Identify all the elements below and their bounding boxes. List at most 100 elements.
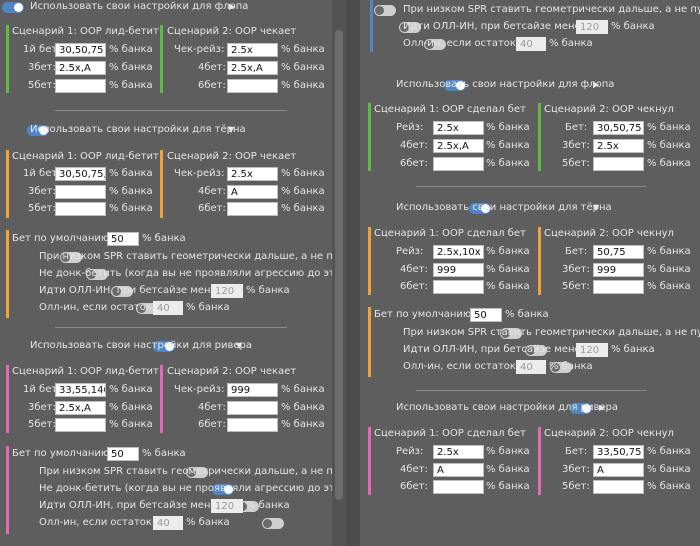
allin-threshold-input[interactable]: 120	[211, 499, 243, 513]
bet-size-input[interactable]: 2.5x,A	[433, 139, 484, 153]
allin-threshold-input[interactable]: 120	[211, 284, 243, 298]
allin-leftover-label: Олл-ин, если остаток <	[39, 302, 164, 313]
default-bet-input[interactable]: 50	[470, 308, 502, 322]
scenario-2-accent-bar	[160, 150, 163, 218]
bet-size-input[interactable]	[227, 79, 278, 93]
turn-settings-label: Использовать свои настройки для тёрна	[30, 124, 246, 135]
bet-size-input[interactable]: 2.5x,10x	[433, 245, 484, 259]
pct-bank-label: % банка	[549, 38, 593, 49]
go-allin-label: Идти ОЛЛ-ИН, при бетсайзе менее	[39, 285, 223, 296]
go-allin-label: Идти ОЛЛ-ИН, при бетсайзе менее	[403, 21, 587, 32]
row-label: 6бет:	[198, 419, 226, 430]
bet-size-input[interactable]	[55, 79, 106, 93]
triangle-right-icon[interactable]: ▶	[229, 2, 236, 11]
bet-size-input[interactable]	[55, 418, 106, 432]
bet-size-input[interactable]: 2.5x	[227, 43, 278, 57]
default-bet-input[interactable]: 50	[107, 232, 139, 246]
allin-leftover-toggle[interactable]	[424, 39, 447, 50]
leftover-input[interactable]: 40	[516, 360, 546, 374]
options-accent-bar	[370, 0, 373, 52]
allin-threshold-input[interactable]: 120	[576, 20, 608, 34]
leftover-input[interactable]: 40	[516, 37, 546, 51]
allin-leftover-toggle[interactable]	[261, 518, 284, 529]
allin-leftover-toggle[interactable]	[135, 303, 158, 314]
bet-size-input[interactable]: A	[227, 185, 278, 199]
row-label: 3бет:	[562, 264, 590, 275]
bet-size-input[interactable]: 30,50,75	[593, 121, 644, 135]
allin-leftover-toggle[interactable]	[550, 362, 573, 373]
pct-bank-label: % банка	[647, 122, 691, 133]
river-settings-toggle[interactable]	[569, 403, 592, 414]
bet-size-input[interactable]: 999	[593, 263, 644, 277]
flop-settings-toggle[interactable]	[443, 80, 466, 91]
panel-gutter	[346, 0, 360, 546]
bet-size-input[interactable]	[593, 480, 644, 494]
go-allin-toggle[interactable]	[399, 22, 422, 33]
bet-size-input[interactable]: 2.5x,A	[227, 61, 278, 75]
no-donk-toggle[interactable]	[85, 269, 108, 280]
low-spr-toggle[interactable]	[60, 252, 83, 263]
triangle-down-icon[interactable]: ▼	[593, 203, 600, 212]
row-label: 5бет:	[562, 481, 590, 492]
triangle-down-icon[interactable]: ▼	[236, 341, 243, 350]
row-label: Рейз:	[396, 246, 424, 257]
bet-size-input[interactable]	[433, 480, 484, 494]
scenario-1-title: Сценарий 1: OOP лид-бетит	[12, 151, 159, 162]
scenario-1-accent-bar	[368, 427, 371, 495]
pct-bank-label: % банка	[281, 419, 325, 430]
bet-size-input[interactable]	[227, 202, 278, 216]
bet-size-input[interactable]: 50,75	[593, 245, 644, 259]
bet-size-input[interactable]	[55, 185, 106, 199]
bet-size-input[interactable]	[593, 157, 644, 171]
allin-threshold-input[interactable]: 120	[576, 343, 608, 357]
pct-bank-label: % банка	[647, 246, 691, 257]
leftover-input[interactable]: 40	[153, 516, 183, 530]
row-label: 4бет:	[198, 62, 226, 73]
default-bet-input[interactable]: 50	[107, 447, 139, 461]
bet-size-input[interactable]: 2.5x	[227, 167, 278, 181]
bet-size-input[interactable]: 30,50,75	[55, 43, 106, 57]
pct-bank-label: % банка	[486, 158, 530, 169]
bet-size-input[interactable]: 2.5x,A	[55, 401, 106, 415]
scrollbar-thumb[interactable]	[335, 30, 343, 500]
section-divider	[55, 110, 287, 111]
bet-size-input[interactable]: 999	[227, 383, 278, 397]
bet-size-input[interactable]	[593, 280, 644, 294]
no-donk-toggle[interactable]	[211, 484, 234, 495]
bet-size-input[interactable]: 2.5x	[433, 445, 484, 459]
bet-size-input[interactable]: A	[593, 463, 644, 477]
triangle-right-icon[interactable]: ▶	[593, 80, 600, 89]
scenario-2-title: Сценарий 2: OOP чекнул	[544, 104, 674, 115]
leftover-input[interactable]: 40	[153, 301, 183, 315]
bet-size-input[interactable]: 2.5x	[433, 121, 484, 135]
bet-size-input[interactable]: 33,55,140	[55, 383, 106, 397]
scenario-2-title: Сценарий 2: OOP чекает	[167, 366, 297, 377]
go-allin-toggle[interactable]	[110, 286, 133, 297]
low-spr-toggle[interactable]	[374, 5, 396, 16]
left-scrollbar[interactable]	[332, 0, 346, 546]
row-label: 3бет:	[562, 140, 590, 151]
bet-size-input[interactable]	[227, 418, 278, 432]
bet-size-input[interactable]: 2.5x	[593, 139, 644, 153]
bet-size-input[interactable]: A	[433, 463, 484, 477]
pct-bank-label: % банка	[486, 264, 530, 275]
bet-size-input[interactable]: 999	[433, 263, 484, 277]
bet-size-input[interactable]: 30,50,75,1	[55, 167, 106, 181]
turn-settings-toggle[interactable]	[27, 125, 50, 136]
bet-size-input[interactable]: 33,50,75	[593, 445, 644, 459]
flop-settings-toggle[interactable]	[2, 2, 24, 13]
triangle-right-icon[interactable]: ▶	[599, 403, 606, 412]
bet-size-input[interactable]	[433, 157, 484, 171]
go-allin-toggle[interactable]	[525, 345, 548, 356]
bet-size-input[interactable]: 2.5x,A	[55, 61, 106, 75]
low-spr-toggle[interactable]	[499, 328, 522, 339]
row-label: 5бет:	[28, 419, 56, 430]
scenario-2-accent-bar	[538, 427, 541, 495]
river-settings-toggle[interactable]	[153, 341, 176, 352]
triangle-down-icon[interactable]: ▼	[228, 125, 235, 134]
low-spr-toggle[interactable]	[186, 467, 209, 478]
bet-size-input[interactable]	[55, 202, 106, 216]
turn-settings-toggle[interactable]	[468, 203, 491, 214]
bet-size-input[interactable]	[433, 280, 484, 294]
bet-size-input[interactable]	[227, 401, 278, 415]
